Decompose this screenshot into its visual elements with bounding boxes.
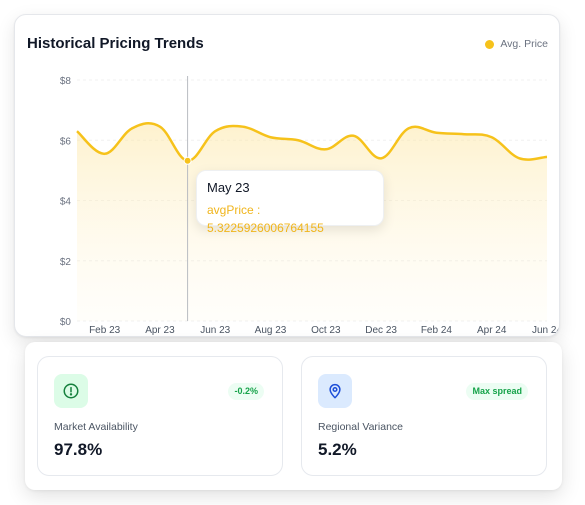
y-tick-label: $4: [60, 197, 72, 208]
pricing-chart-card: Historical Pricing Trends Avg. Price Feb…: [14, 14, 560, 337]
legend-label: Avg. Price: [500, 38, 548, 50]
x-tick-label: Dec 23: [365, 325, 397, 336]
legend-dot-icon: [485, 39, 495, 49]
x-tick-label: Jun 23: [200, 325, 230, 336]
y-tick-label: $0: [60, 317, 72, 328]
stat-label: Market Availability: [54, 421, 138, 433]
chart-title: Historical Pricing Trends: [27, 35, 204, 52]
stat-value: 97.8%: [54, 440, 103, 459]
regional-variance-card: Max spread Regional Variance 5.2%: [301, 356, 547, 476]
data-point-highlight: [183, 156, 192, 165]
market-availability-card: -0.2% Market Availability 97.8%: [37, 356, 283, 476]
map-pin-icon: [318, 374, 352, 408]
status-badge: -0.2%: [228, 383, 264, 400]
x-tick-label: Feb 24: [421, 325, 453, 336]
x-tick-label: Apr 24: [477, 325, 507, 336]
tooltip-date: May 23: [207, 180, 250, 195]
x-tick-label: Feb 23: [89, 325, 121, 336]
y-tick-label: $8: [60, 76, 72, 87]
x-tick-label: Apr 23: [145, 325, 175, 336]
stat-value: 5.2%: [318, 440, 357, 459]
status-badge: Max spread: [466, 383, 528, 400]
y-tick-label: $6: [60, 136, 72, 147]
stat-label: Regional Variance: [318, 421, 404, 433]
series-line: [76, 122, 548, 162]
x-tick-label: Oct 23: [311, 325, 341, 336]
chart-tooltip: May 23 avgPrice : 5.3225926006764155: [196, 170, 384, 235]
stats-panel: -0.2% Market Availability 97.8% Max spre…: [25, 342, 562, 490]
x-tick-label: Aug 23: [255, 325, 287, 336]
alert-circle-icon: [54, 374, 88, 408]
chart-legend[interactable]: Avg. Price: [485, 38, 548, 50]
x-tick-label: Jun 24: [532, 325, 559, 336]
tooltip-value: avgPrice : 5.3225926006764155: [207, 203, 324, 235]
y-tick-label: $2: [60, 257, 72, 268]
